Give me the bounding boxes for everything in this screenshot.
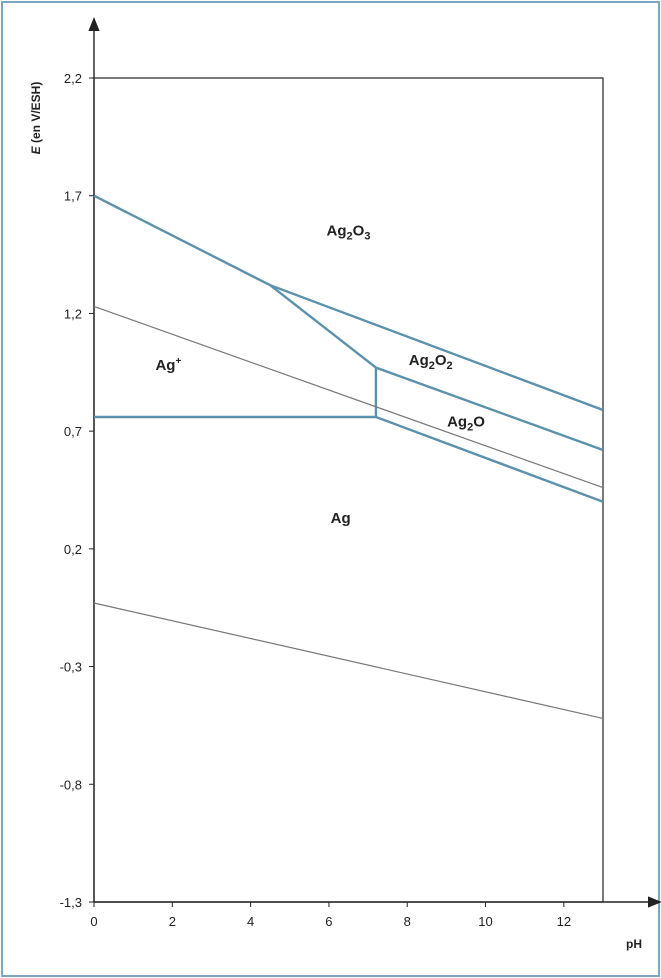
region-label-part: 2 — [347, 231, 353, 243]
plot-frame — [93, 77, 604, 903]
region-label-part: 2 — [467, 421, 473, 433]
x-tick-label: 2 — [169, 914, 176, 929]
y-tick-label: -0,3 — [60, 660, 82, 675]
y-axis-title: E (en V/ESH) — [29, 82, 43, 155]
region-label-part: Ag — [155, 357, 175, 374]
y-axis-title-symbol: E — [29, 145, 43, 154]
region-label-part: 3 — [364, 231, 370, 243]
region-label-part: Ag — [409, 352, 429, 369]
y-tick-label: -1,3 — [60, 895, 82, 910]
ticks-layer: 0 2 4 6 8 10 12 2,2 1,7 1,2 0,7 0,2 -0,3 -0,8 -1,3 — [60, 71, 571, 929]
region-label-part: Ag — [331, 510, 351, 527]
x-tick-label: 8 — [404, 914, 411, 929]
region-label-ag2o2: Ag2O2 — [409, 352, 453, 372]
y-tick-label: 1,7 — [64, 189, 82, 204]
y-tick-label: 0,7 — [64, 424, 82, 439]
phase-boundary-line — [94, 415, 604, 503]
y-tick-label: 0,2 — [64, 542, 82, 557]
region-label-part: 2 — [447, 360, 453, 372]
region-label-part: O — [435, 352, 447, 369]
region-label-part: Ag — [327, 223, 347, 240]
region-label-part: 2 — [429, 360, 435, 372]
region-label-part: O — [353, 223, 365, 240]
x-tick-label: 12 — [557, 914, 571, 929]
x-tick-label: 10 — [478, 914, 492, 929]
y-tick-label: -0,8 — [60, 777, 82, 792]
y-tick-label: 1,2 — [64, 306, 82, 321]
y-tick-label: 2,2 — [64, 71, 82, 86]
y-axis-title-unit: (en V/ESH) — [29, 82, 43, 147]
region-label-ag: Ag — [331, 510, 351, 527]
water-stability-line — [93, 602, 604, 719]
boundary-lines — [93, 194, 604, 719]
x-tick-label: 4 — [247, 914, 254, 929]
region-label-part: Ag — [447, 413, 467, 430]
water-stability-line — [93, 305, 604, 489]
region-label-ag2o: Ag2O — [447, 413, 485, 433]
region-label-ag2o3: Ag2O3 — [327, 223, 371, 243]
x-axis-title: pH — [626, 937, 642, 951]
x-tick-label: 0 — [90, 914, 97, 929]
x-tick-label: 6 — [325, 914, 332, 929]
region-label-part: O — [473, 413, 485, 430]
region-label-part: + — [175, 356, 181, 367]
phase-boundary-line — [93, 194, 604, 412]
region-label-ag-plus: Ag+ — [155, 356, 181, 374]
